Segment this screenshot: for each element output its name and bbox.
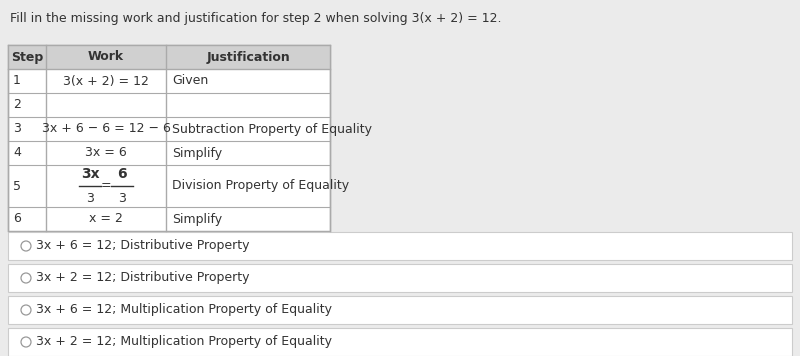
Text: Justification: Justification — [206, 51, 290, 63]
Text: Simplify: Simplify — [172, 213, 222, 225]
Text: Simplify: Simplify — [172, 147, 222, 159]
Text: x = 2: x = 2 — [89, 213, 123, 225]
Bar — [8, 296, 792, 324]
Text: 3x = 6: 3x = 6 — [85, 147, 127, 159]
Text: 3: 3 — [86, 192, 94, 204]
Text: Subtraction Property of Equality: Subtraction Property of Equality — [172, 122, 372, 136]
Text: 6: 6 — [117, 167, 127, 181]
Text: 3x + 6 = 12; Distributive Property: 3x + 6 = 12; Distributive Property — [36, 240, 250, 252]
Text: 3x + 6 − 6 = 12 − 6: 3x + 6 − 6 = 12 − 6 — [42, 122, 170, 136]
Text: Given: Given — [172, 74, 208, 88]
Bar — [8, 264, 792, 292]
Bar — [8, 328, 792, 356]
Text: 1: 1 — [13, 74, 21, 88]
Text: 3x: 3x — [81, 167, 99, 181]
Text: Work: Work — [88, 51, 124, 63]
Text: Division Property of Equality: Division Property of Equality — [172, 179, 349, 193]
Text: 3: 3 — [13, 122, 21, 136]
Text: 3x + 2 = 12; Multiplication Property of Equality: 3x + 2 = 12; Multiplication Property of … — [36, 335, 332, 349]
Text: 3x + 6 = 12; Multiplication Property of Equality: 3x + 6 = 12; Multiplication Property of … — [36, 304, 332, 316]
Text: Step: Step — [11, 51, 43, 63]
Text: 3x + 2 = 12; Distributive Property: 3x + 2 = 12; Distributive Property — [36, 272, 250, 284]
Text: 3: 3 — [118, 192, 126, 204]
Text: =: = — [101, 179, 111, 193]
Text: Fill in the missing work and justification for step 2 when solving 3(x + 2) = 12: Fill in the missing work and justificati… — [10, 12, 502, 25]
Text: 2: 2 — [13, 99, 21, 111]
Bar — [8, 45, 330, 69]
Text: 3(x + 2) = 12: 3(x + 2) = 12 — [63, 74, 149, 88]
Bar — [8, 45, 330, 231]
Bar — [8, 232, 792, 260]
Text: 6: 6 — [13, 213, 21, 225]
Text: 4: 4 — [13, 147, 21, 159]
Text: 5: 5 — [13, 179, 21, 193]
